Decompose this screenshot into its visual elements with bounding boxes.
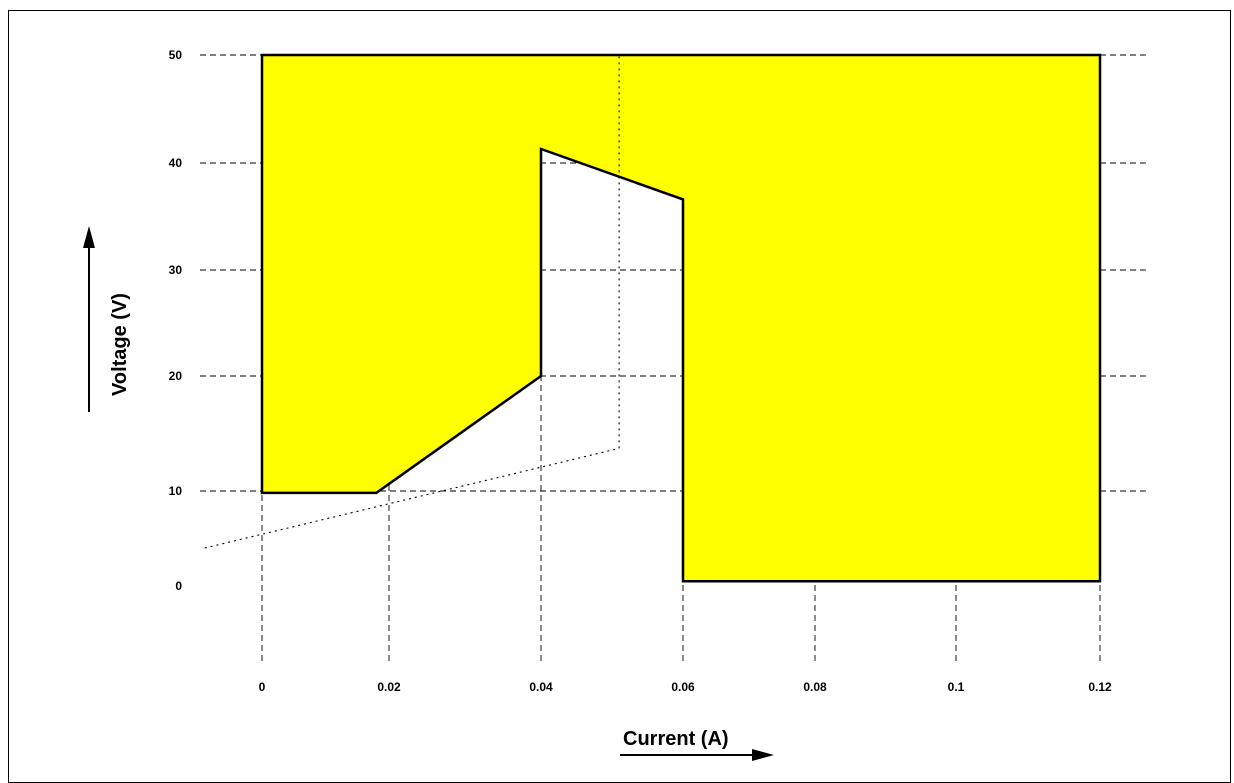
x-axis-title-group: Current (A): [620, 728, 774, 761]
y-axis-title-group: Voltage (V): [83, 226, 131, 412]
fill-regions: [260, 53, 1102, 583]
reference-line-0: [204, 447, 620, 549]
y-tick-label: 0: [175, 579, 182, 593]
fill-region-0: [260, 53, 1102, 583]
x-tick-label: 0.06: [671, 680, 695, 694]
x-tick-label: 0.12: [1088, 680, 1112, 694]
x-axis-title: Current (A): [623, 728, 729, 750]
y-tick-label: 20: [169, 369, 183, 383]
y-axis-tick-labels: 0 10 20 30 40 50: [169, 48, 183, 593]
x-tick-label: 0: [259, 680, 266, 694]
x-tick-label: 0.1: [948, 680, 965, 694]
y-tick-label: 30: [169, 263, 183, 277]
y-axis-arrow-head: [83, 226, 95, 248]
y-tick-label: 10: [169, 484, 183, 498]
x-axis-arrow-head: [752, 749, 774, 761]
y-tick-label: 40: [169, 156, 183, 170]
reference-lines: [204, 55, 620, 549]
x-axis-tick-labels: 0 0.02 0.04 0.06 0.08 0.1 0.12: [259, 680, 1112, 694]
y-axis-title: Voltage (V): [109, 293, 131, 396]
x-tick-label: 0.02: [377, 680, 401, 694]
x-tick-label: 0.08: [803, 680, 827, 694]
y-tick-label: 50: [169, 48, 183, 62]
x-tick-label: 0.04: [529, 680, 553, 694]
